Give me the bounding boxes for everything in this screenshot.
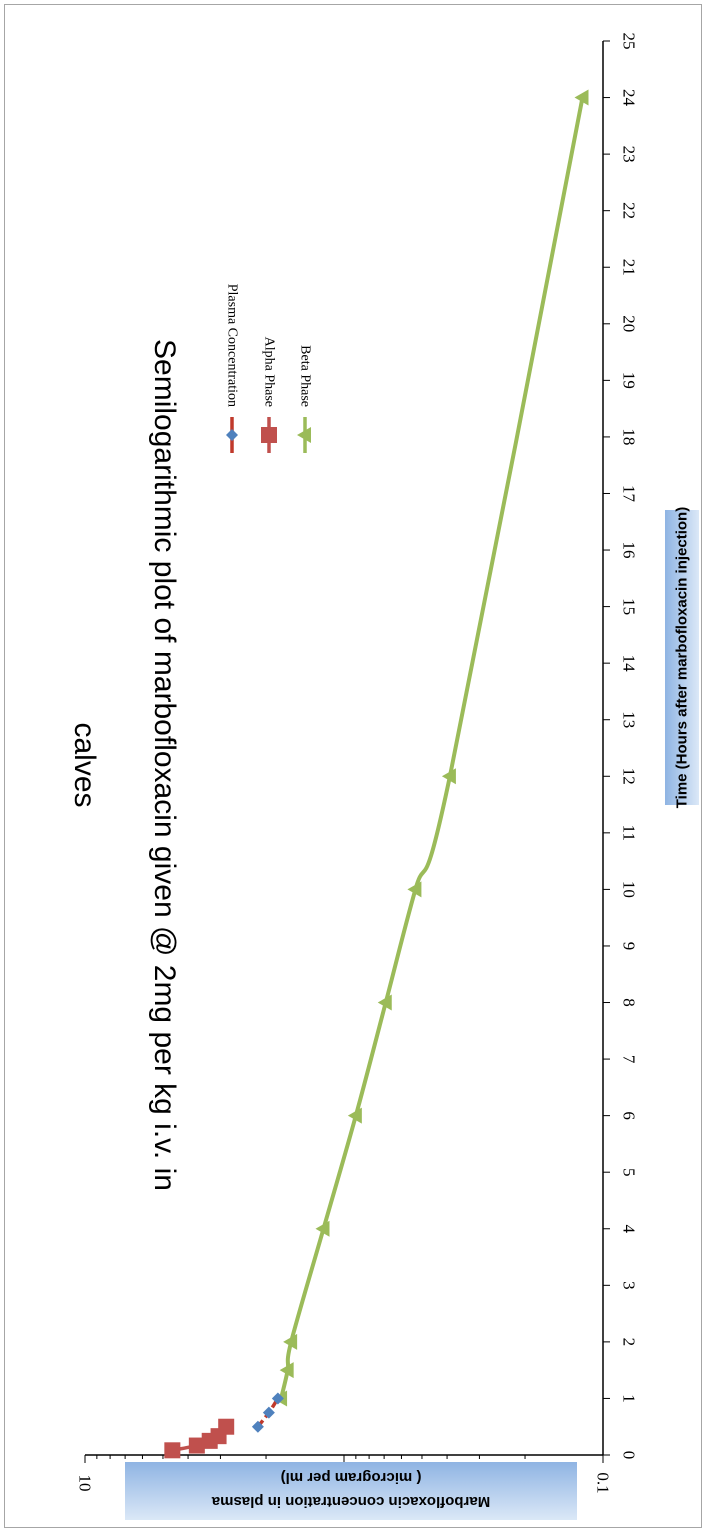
legend-marker	[226, 429, 238, 441]
x-tick-label: 8	[620, 998, 639, 1007]
series-plasma-concentration	[251, 1392, 284, 1433]
data-point	[218, 1418, 235, 1435]
data-point	[407, 881, 422, 898]
y-axis-title-line: ( microgram per ml)	[281, 1469, 422, 1486]
x-axis-title: Time (Hours after marbofloxacin injectio…	[674, 507, 691, 808]
legend-marker	[261, 427, 277, 443]
x-tick-label: 10	[620, 881, 639, 898]
x-tick-label: 14	[620, 655, 639, 673]
x-tick-label: 18	[620, 428, 639, 445]
x-tick-label: 19	[620, 372, 639, 389]
legend-label: Alpha Phase	[262, 337, 277, 407]
chart-title-line: calves	[68, 722, 101, 807]
x-tick-label: 23	[620, 146, 639, 163]
x-tick-label: 9	[620, 942, 639, 951]
x-tick-label: 17	[620, 485, 639, 503]
legend: Plasma Concentration Alpha Phase Beta Phas…	[225, 284, 313, 453]
data-point	[164, 1442, 181, 1459]
data-point	[283, 1333, 298, 1350]
x-tick-label: 20	[620, 315, 639, 332]
y-tick-label: 0.1	[594, 1472, 613, 1493]
x-axis-title-box	[665, 510, 699, 805]
series-beta-phase	[273, 89, 589, 1407]
x-tick-label: 13	[620, 711, 639, 728]
titles: Semilogarithmic plot of marbofloxacin gi…	[68, 339, 699, 1520]
x-tick-label: 4	[620, 1225, 639, 1234]
x-tick-label: 1	[620, 1394, 639, 1403]
chart-title-line: Semilogarithmic plot of marbofloxacin gi…	[148, 339, 181, 1191]
series-line	[279, 97, 585, 1399]
y-axis-title-line: Marbofloxacin concentration in plasma	[211, 1493, 490, 1510]
x-tick-label: 12	[620, 768, 639, 785]
legend-marker	[297, 427, 311, 443]
data-point	[279, 1362, 294, 1379]
y-axis-title: Marbofloxacin concentration in plasma ( m…	[211, 1469, 490, 1510]
x-tick-label: 11	[620, 825, 639, 841]
x-tick-label: 3	[620, 1281, 639, 1290]
x-tick-label: 21	[620, 259, 639, 276]
legend-item: Alpha Phase	[261, 337, 277, 453]
x-tick-label: 15	[620, 598, 639, 615]
data-point	[347, 1107, 362, 1124]
x-tick-label: 22	[620, 202, 639, 219]
x-tick-label: 6	[620, 1111, 639, 1120]
chart-title: Semilogarithmic plot of marbofloxacin gi…	[68, 339, 181, 1191]
legend-item: Beta Phase	[297, 345, 313, 453]
data-point	[377, 994, 392, 1011]
x-tick-label: 5	[620, 1168, 639, 1177]
data-point	[574, 89, 589, 106]
data-point	[315, 1220, 330, 1237]
data-point	[188, 1437, 205, 1454]
legend-label: Plasma Concentration	[225, 284, 240, 407]
y-axis-title-box	[125, 1462, 577, 1520]
data-point	[271, 1392, 284, 1405]
x-tick-label: 25	[620, 33, 639, 50]
x-tick-label: 24	[620, 89, 639, 107]
series-alpha-phase	[164, 1418, 235, 1459]
tick-labels: 0123456789101112131415161718192021222324…	[76, 33, 639, 1494]
chart: 0123456789101112131415161718192021222324…	[68, 33, 699, 1520]
x-tick-label: 16	[620, 542, 639, 559]
series-layer	[164, 89, 589, 1459]
data-point	[251, 1420, 264, 1433]
legend-label: Beta Phase	[298, 345, 313, 407]
x-tick-label: 2	[620, 1338, 639, 1347]
y-tick-label: 10	[76, 1475, 95, 1492]
chart-frame: 0 1 2 3 4 5 6 7 8 9 10 11 12 13 14 15 16 17 18 19 20 21 22 23 24…	[4, 4, 702, 1528]
data-point	[441, 768, 456, 785]
x-tick-label: 7	[620, 1055, 639, 1064]
data-point	[262, 1406, 275, 1419]
legend-item: Plasma Concentration	[225, 284, 240, 453]
x-tick-label: 0	[620, 1451, 639, 1460]
